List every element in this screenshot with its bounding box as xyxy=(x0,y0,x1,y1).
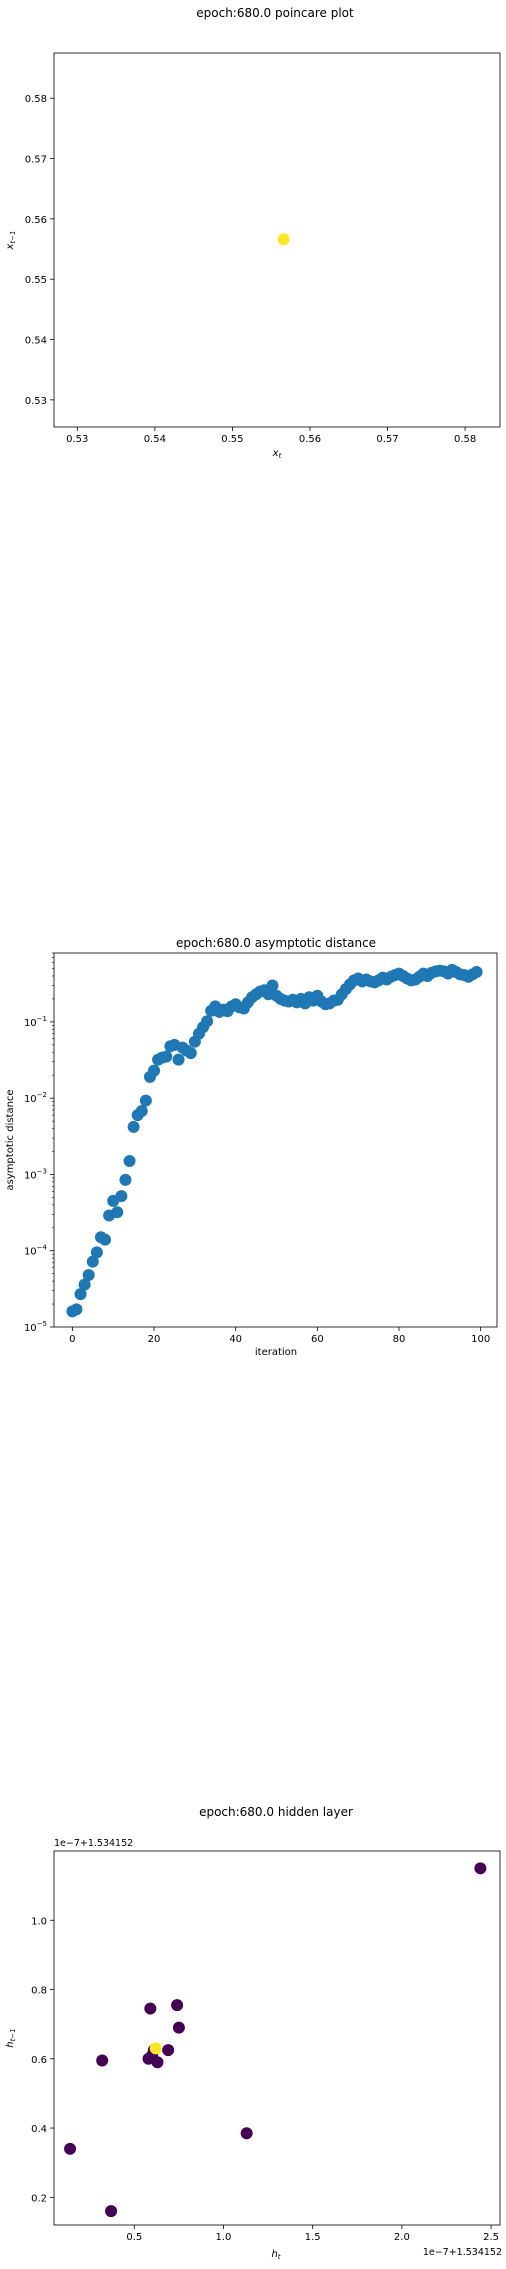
data-point xyxy=(90,1246,103,1259)
hidden-layer-chart: epoch:680.0 hidden layer 0.5 1.0 1.5 2.0 2.5… xyxy=(5,1805,502,2261)
x-tick-label: 1.5 xyxy=(305,2232,321,2243)
data-point xyxy=(172,2021,185,2034)
y-tick-label: 0.54 xyxy=(25,336,47,347)
x-tick-label: 40 xyxy=(229,1334,242,1345)
y-tick-label: 10−1 xyxy=(24,1015,47,1029)
data-point xyxy=(111,1206,124,1219)
x-tick-label: 100 xyxy=(471,1334,490,1345)
data-point xyxy=(86,1255,99,1268)
y-tick-label: 10−4 xyxy=(24,1244,48,1258)
poincare-plot-chart: epoch:680.0 poincare plot 0.53 0.54 0.55 0.… xyxy=(5,6,501,460)
chart-title: epoch:680.0 poincare plot xyxy=(196,6,354,20)
chart-title: epoch:680.0 hidden layer xyxy=(199,1805,353,1819)
data-point xyxy=(74,1288,87,1301)
plot-frame xyxy=(53,952,498,1328)
asymptotic-distance-chart: epoch:680.0 asymptotic distance 0 20 40 60 8… xyxy=(5,936,498,1358)
data-point xyxy=(201,1015,214,1028)
data-point xyxy=(277,233,290,246)
y-tick-label: 0.55 xyxy=(25,275,47,286)
data-point xyxy=(70,1303,83,1316)
data-points xyxy=(66,963,483,1318)
data-point xyxy=(470,966,483,979)
data-point xyxy=(99,1233,112,1246)
data-point xyxy=(135,1104,148,1117)
data-point xyxy=(64,2142,77,2155)
data-point xyxy=(123,1155,136,1168)
plot-frame xyxy=(53,52,501,428)
x-tick-label: 0.5 xyxy=(126,2232,142,2243)
y-tick-label: 10−5 xyxy=(24,1320,47,1334)
data-point xyxy=(172,1053,185,1066)
data-point xyxy=(474,1862,487,1875)
x-tick-label: 60 xyxy=(311,1334,324,1345)
y-tick-label: 0.4 xyxy=(31,2124,47,2135)
data-points xyxy=(277,233,290,246)
y-tick-label: 0.57 xyxy=(25,155,47,166)
y-tick-label: 0.58 xyxy=(25,94,47,105)
data-point xyxy=(105,2205,118,2218)
x-tick-label: 2.5 xyxy=(483,2232,499,2243)
data-point xyxy=(149,2042,162,2055)
data-point xyxy=(171,1999,184,2012)
data-point xyxy=(119,1173,132,1186)
x-offset-text: 1e−7+1.534152 xyxy=(423,2247,502,2258)
data-point xyxy=(139,1094,152,1107)
y-tick-label: 10−3 xyxy=(24,1167,47,1181)
data-point xyxy=(184,1047,197,1060)
data-point xyxy=(151,2056,164,2069)
y-tick-label: 10−2 xyxy=(24,1091,47,1105)
data-point xyxy=(148,1064,161,1077)
axis-ticks: 0.5 1.0 1.5 2.0 2.5 0.2 0.4 0.6 0.8 1.0 xyxy=(31,1916,499,2243)
data-point xyxy=(78,1278,91,1291)
data-point xyxy=(96,2054,109,2067)
y-axis-label: ht−1 xyxy=(5,2028,17,2047)
x-tick-label: 0.58 xyxy=(454,434,476,445)
x-tick-label: 20 xyxy=(148,1334,161,1345)
x-tick-label: 0 xyxy=(69,1334,75,1345)
y-axis-label: xt−1 xyxy=(5,231,17,251)
y-tick-label: 0.6 xyxy=(31,2055,47,2066)
x-tick-label: 0.54 xyxy=(144,434,166,445)
data-point xyxy=(115,1190,128,1203)
data-point xyxy=(240,2127,253,2140)
x-tick-label: 2.0 xyxy=(394,2232,410,2243)
y-offset-text: 1e−7+1.534152 xyxy=(54,1838,133,1849)
data-points xyxy=(64,1862,487,2218)
y-tick-label: 0.56 xyxy=(25,215,47,226)
y-tick-label: 0.53 xyxy=(25,396,47,407)
y-tick-label: 1.0 xyxy=(31,1916,47,1927)
plot-frame xyxy=(53,1850,501,2226)
data-point xyxy=(82,1269,95,1282)
data-point xyxy=(144,2002,157,2015)
chart-title: epoch:680.0 asymptotic distance xyxy=(176,936,376,950)
y-axis-label: asymptotic distance xyxy=(5,1089,16,1190)
x-axis-label: ht xyxy=(271,2249,280,2261)
x-axis-label: iteration xyxy=(255,1347,297,1358)
x-axis-label: xt xyxy=(272,448,282,460)
x-tick-label: 1.0 xyxy=(216,2232,232,2243)
x-tick-label: 0.55 xyxy=(221,434,243,445)
data-point xyxy=(127,1120,140,1133)
data-point xyxy=(266,979,279,992)
x-tick-label: 0.57 xyxy=(376,434,398,445)
axis-ticks: 0.53 0.54 0.55 0.56 0.57 0.58 0.53 0.54 0.55 0.56… xyxy=(25,94,476,445)
y-tick-label: 0.8 xyxy=(31,1986,47,1997)
x-tick-label: 0.53 xyxy=(66,434,88,445)
x-tick-label: 0.56 xyxy=(299,434,321,445)
data-point xyxy=(160,1050,173,1063)
axis-ticks: 0 20 40 60 80 100 10−5 10−4 10−3 10−2 10−1 xyxy=(24,952,490,1345)
data-point xyxy=(162,2044,175,2057)
x-tick-label: 80 xyxy=(393,1334,406,1345)
y-tick-label: 0.2 xyxy=(31,2193,47,2204)
